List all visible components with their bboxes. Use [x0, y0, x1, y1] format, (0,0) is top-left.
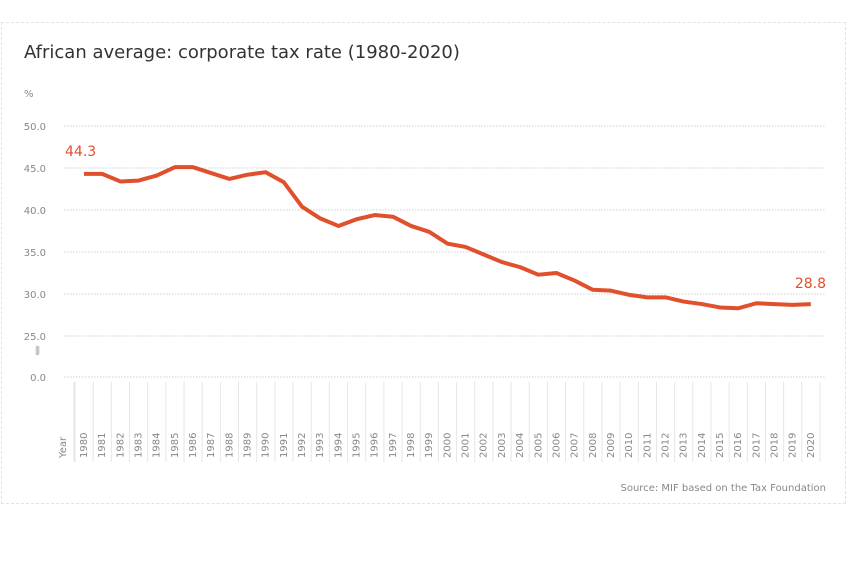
x-tick-label: 1990: [261, 433, 272, 458]
x-tick-label: 2014: [697, 433, 708, 458]
y-tick-label: 40.0: [24, 206, 46, 217]
x-tick-label: 2002: [479, 433, 490, 458]
x-tick-label: 2004: [515, 433, 526, 458]
x-axis-label: Year: [58, 436, 69, 459]
y-tick-label: 0.0: [30, 373, 46, 384]
x-tick-label: 1981: [97, 433, 108, 458]
axis-break-icon: [34, 345, 41, 356]
x-tick-label: 1997: [388, 433, 399, 458]
x-tick-label: 1985: [170, 433, 181, 458]
x-tick-label: 1996: [370, 433, 381, 458]
source-note: Source: MIF based on the Tax Foundation: [621, 483, 827, 494]
chart-card: [1, 22, 846, 504]
x-tick-label: 2009: [606, 433, 617, 458]
x-tick-label: 1991: [279, 433, 290, 458]
x-tick-label: 2001: [461, 433, 472, 458]
x-tick-label: 1982: [115, 433, 126, 458]
x-tick-label: 2005: [533, 433, 544, 458]
data-label: 28.8: [795, 276, 826, 292]
x-tick-label: 2017: [751, 433, 762, 458]
x-tick-label: 2010: [624, 433, 635, 458]
x-tick-label: 1992: [297, 433, 308, 458]
x-tick-label: 1994: [333, 433, 344, 458]
y-tick-label: 25.0: [24, 332, 46, 343]
x-tick-label: 2000: [442, 433, 453, 458]
x-tick-label: 1984: [152, 433, 163, 458]
x-tick-label: 2007: [570, 433, 581, 458]
x-tick-label: 2006: [551, 433, 562, 458]
x-tick-label: 1989: [243, 433, 254, 458]
x-tick-label: 1999: [424, 433, 435, 458]
x-tick-label: 1995: [352, 433, 363, 458]
y-tick-label: 50.0: [24, 122, 46, 133]
y-tick-label: 45.0: [24, 164, 46, 175]
y-tick-label: 35.0: [24, 248, 46, 259]
x-tick-label: 1980: [79, 433, 90, 458]
x-tick-label: 2011: [642, 433, 653, 458]
x-tick-label: 2016: [733, 433, 744, 458]
x-tick-label: 2013: [679, 433, 690, 458]
series-line: [84, 165, 811, 311]
x-tick-label: 2003: [497, 433, 508, 458]
x-tick-label: 1987: [206, 433, 217, 458]
x-tick-label: 2008: [588, 433, 599, 458]
x-tick-label: 1988: [224, 433, 235, 458]
x-tick-label: 1986: [188, 433, 199, 458]
y-axis-label: %: [24, 89, 34, 100]
x-tick-label: 1993: [315, 433, 326, 458]
y-tick-label: 30.0: [24, 290, 46, 301]
data-label: 44.3: [65, 144, 96, 160]
x-tick-label: 1998: [406, 433, 417, 458]
x-tick-label: 2020: [806, 433, 817, 458]
chart-title: African average: corporate tax rate (198…: [24, 42, 460, 63]
x-tick-label: 1983: [134, 433, 145, 458]
x-tick-label: 2012: [660, 433, 671, 458]
x-tick-label: 2018: [769, 433, 780, 458]
x-tick-label: 2015: [715, 433, 726, 458]
x-tick-label: 2019: [788, 433, 799, 458]
